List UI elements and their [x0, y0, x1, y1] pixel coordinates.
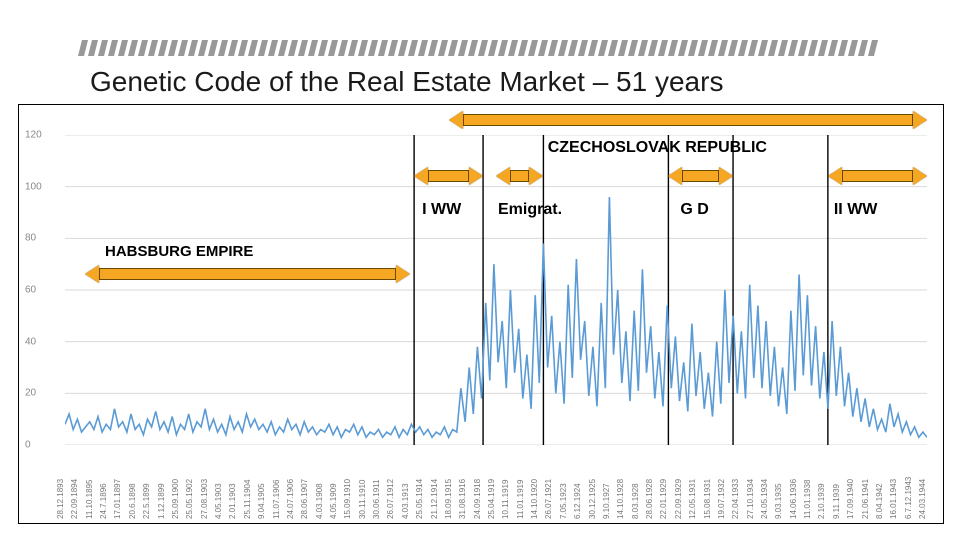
x-tick-label: 18.09.1915 — [444, 479, 453, 519]
x-tick-label: 11.01.1919 — [516, 480, 525, 519]
arrow-habsburg — [85, 265, 410, 283]
x-tick-label: 21.12.1914 — [430, 479, 439, 519]
x-tick-label: 15.09.1910 — [343, 479, 352, 519]
label-czechoslovak-republic: CZECHOSLOVAK REPUBLIC — [548, 139, 767, 157]
x-tick-label: 9.04.1905 — [257, 483, 266, 519]
x-tick-label: 25.05.1914 — [415, 479, 424, 519]
x-tick-label: 26.07.1912 — [386, 479, 395, 519]
x-tick-label: 30.11.1910 — [358, 480, 367, 519]
top-dashed-rule — [80, 40, 880, 58]
x-tick-label: 17.01.1897 — [113, 479, 122, 519]
x-tick-label: 27.08.1903 — [200, 479, 209, 519]
x-tick-label: 4.05.1903 — [214, 483, 223, 519]
x-tick-label: 4.05.1909 — [329, 483, 338, 519]
x-tick-label: 25.11.1904 — [243, 480, 252, 519]
x-tick-label: 16.01.1943 — [889, 479, 898, 519]
y-tick-label: 60 — [25, 285, 36, 296]
arrow-emigration — [496, 167, 543, 185]
x-tick-label: 25.09.1900 — [171, 479, 180, 519]
y-tick-label: 80 — [25, 233, 36, 244]
x-tick-label: 8.04.1942 — [875, 483, 884, 519]
label-habsburg: HABSBURG EMPIRE — [105, 243, 253, 260]
y-tick-label: 0 — [25, 440, 31, 451]
x-tick-label: 24.07.1906 — [286, 479, 295, 519]
x-tick-label: 6.12.1924 — [573, 483, 582, 519]
x-tick-label: 24.7.1896 — [99, 483, 108, 519]
x-tick-label: 17.09.1940 — [846, 479, 855, 519]
x-tick-label: 28.06.1928 — [645, 479, 654, 519]
x-tick-label: 14.10.1928 — [616, 479, 625, 519]
x-tick-label: 9.11.1939 — [832, 484, 841, 519]
x-tick-label: 19.07.1932 — [717, 479, 726, 519]
x-tick-label: 30.06.1911 — [372, 480, 381, 519]
arrow-great-depression — [668, 167, 733, 185]
x-tick-label: 14.10.1920 — [530, 479, 539, 519]
x-tick-label: 28.12.1893 — [56, 479, 65, 519]
x-tick-label: 22.04.1933 — [731, 479, 740, 519]
x-tick-label: 11.01.1938 — [803, 480, 812, 519]
x-tick-label: 25.04.1919 — [487, 479, 496, 519]
x-tick-label: 28.06.1907 — [300, 479, 309, 519]
label-ww2: II WW — [834, 201, 878, 219]
y-tick-label: 40 — [25, 336, 36, 347]
arrow-ww2 — [828, 167, 927, 185]
x-tick-label: 15.08.1931 — [703, 479, 712, 519]
x-tick-label: 24.05.1934 — [760, 479, 769, 519]
y-tick-label: 100 — [25, 181, 42, 192]
x-tick-label: 14.06.1936 — [789, 479, 798, 519]
page-title: Genetic Code of the Real Estate Market –… — [90, 66, 723, 98]
label-ww1: I WW — [422, 201, 461, 219]
x-tick-label: 31.08.1916 — [458, 479, 467, 519]
chart-container: Náze CZECHOSLOVAK REPUBLIC HABSBURG EMPI… — [18, 104, 944, 524]
x-tick-label: 27.10.1934 — [746, 479, 755, 519]
x-tick-label: 8.03.1928 — [631, 483, 640, 519]
x-tick-label: 22.5.1899 — [142, 483, 151, 519]
x-tick-label: 22.09.1894 — [70, 479, 79, 519]
x-tick-label: 26.07.1921 — [544, 479, 553, 519]
x-tick-label: 7.05.1923 — [559, 483, 568, 519]
x-tick-label: 20.6.1898 — [128, 483, 137, 519]
x-tick-label: 22.01.1929 — [659, 479, 668, 519]
x-tick-label: 4.03.1913 — [401, 483, 410, 519]
x-tick-label: 9.10.1927 — [602, 483, 611, 519]
x-tick-label: 25.05.1902 — [185, 479, 194, 519]
x-tick-label: 12.05.1931 — [688, 479, 697, 519]
x-tick-label: 11.10.1895 — [85, 480, 94, 519]
x-tick-label: 24.09.1918 — [473, 479, 482, 519]
x-tick-label: 1.12.1899 — [157, 483, 166, 519]
x-axis: 28.12.189322.09.189411.10.189524.7.18961… — [65, 449, 927, 519]
x-tick-label: 11.07.1906 — [272, 480, 281, 519]
x-tick-label: 9.03.1935 — [774, 483, 783, 519]
label-emigration: Emigrat. — [498, 201, 562, 219]
y-tick-label: 120 — [25, 130, 42, 141]
x-tick-label: 21.06.1941 — [861, 479, 870, 519]
x-tick-label: 30.12.1925 — [588, 479, 597, 519]
arrow-czechoslovak-republic — [449, 111, 927, 129]
arrow-ww1 — [414, 167, 483, 185]
x-tick-label: 6.7.12.1943 — [904, 477, 913, 519]
y-tick-label: 20 — [25, 388, 36, 399]
x-tick-label: 24.03.1944 — [918, 479, 927, 519]
x-tick-label: 2.10.1939 — [817, 483, 826, 519]
label-great-depression: G D — [680, 201, 708, 219]
x-tick-label: 10.11.1919 — [501, 480, 510, 519]
x-tick-label: 2.01.1903 — [228, 483, 237, 519]
x-tick-label: 4.03.1908 — [315, 483, 324, 519]
x-tick-label: 22.09.1929 — [674, 479, 683, 519]
